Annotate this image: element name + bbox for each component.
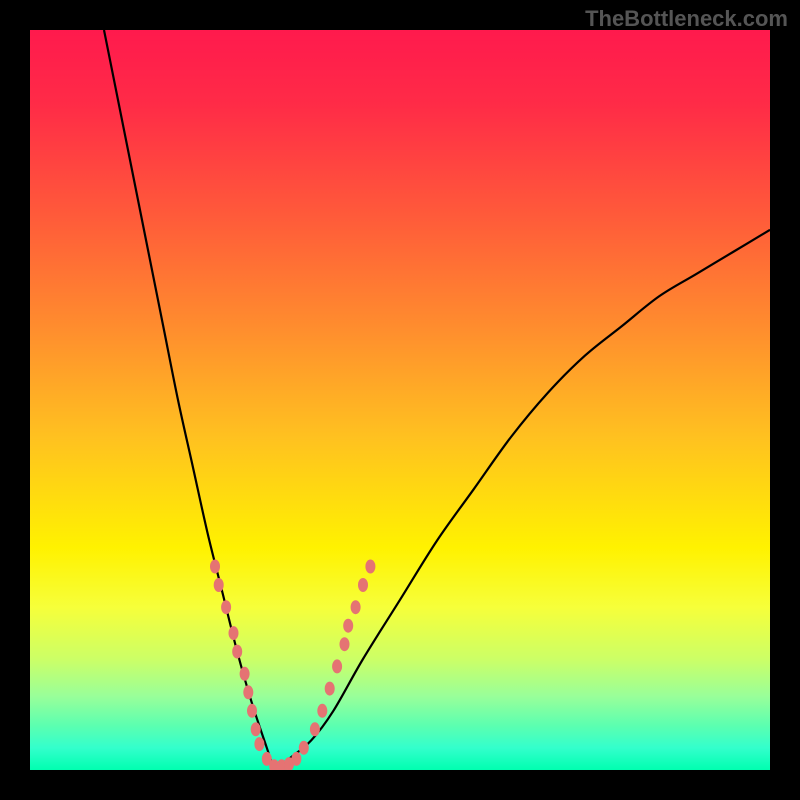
figure-canvas: TheBottleneck.com [0, 0, 800, 800]
plot-area [30, 30, 770, 770]
data-marker [240, 667, 250, 681]
data-marker [221, 600, 231, 614]
data-marker [310, 722, 320, 736]
data-marker [229, 626, 239, 640]
data-marker [317, 704, 327, 718]
data-marker [291, 752, 301, 766]
data-marker [351, 600, 361, 614]
data-marker [325, 682, 335, 696]
data-marker [358, 578, 368, 592]
data-marker [251, 722, 261, 736]
data-marker [254, 737, 264, 751]
data-marker [210, 560, 220, 574]
data-marker [243, 685, 253, 699]
data-marker [247, 704, 257, 718]
data-marker [232, 645, 242, 659]
watermark-text: TheBottleneck.com [585, 6, 788, 32]
data-marker [299, 741, 309, 755]
bottleneck-curve-chart [30, 30, 770, 770]
data-marker [332, 659, 342, 673]
plot-background [30, 30, 770, 770]
data-marker [343, 619, 353, 633]
data-marker [214, 578, 224, 592]
data-marker [365, 560, 375, 574]
data-marker [340, 637, 350, 651]
